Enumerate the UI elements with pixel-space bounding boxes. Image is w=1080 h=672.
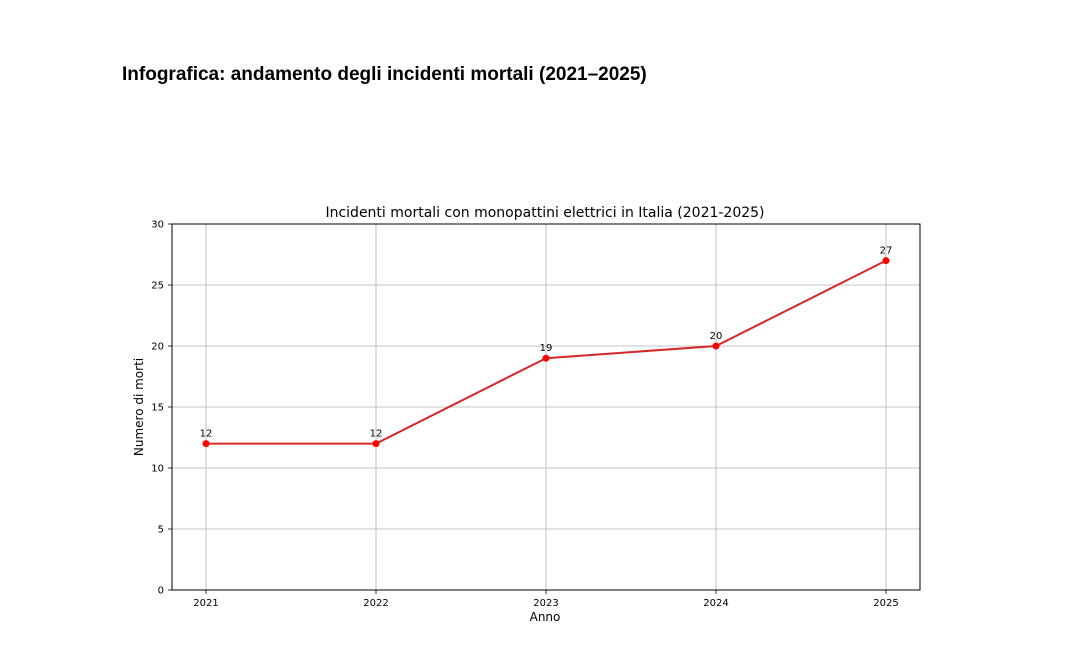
data-point	[542, 354, 550, 362]
y-tick-label: 5	[158, 525, 164, 536]
data-point	[202, 440, 210, 448]
data-point	[882, 257, 890, 265]
x-axis-label: Anno	[530, 610, 561, 624]
data-label: 20	[710, 331, 723, 342]
page-heading: Infografica: andamento degli incidenti m…	[122, 64, 647, 85]
x-tick-label: 2022	[363, 598, 388, 609]
data-point	[372, 440, 380, 448]
series	[202, 257, 890, 448]
data-label: 19	[540, 343, 553, 354]
y-tick-label: 15	[151, 403, 164, 414]
grid-lines	[172, 223, 920, 591]
y-tick-label: 0	[158, 586, 164, 597]
y-tick-label: 25	[151, 281, 164, 292]
y-tick-label: 30	[151, 220, 164, 231]
data-labels: 12 12 19 20 27	[200, 246, 893, 440]
x-tick-label: 2021	[193, 598, 218, 609]
data-label: 12	[370, 429, 383, 440]
data-label: 27	[880, 246, 893, 257]
x-tick-label: 2023	[533, 598, 558, 609]
axes	[168, 223, 921, 594]
x-tick-label: 2024	[703, 598, 728, 609]
data-label: 12	[200, 429, 213, 440]
data-point	[712, 342, 720, 350]
plot-frame	[171, 223, 921, 591]
y-tick-label: 10	[151, 464, 164, 475]
y-axis-label: Numero di morti	[132, 358, 146, 456]
x-tick-label: 2025	[873, 598, 898, 609]
chart-title: Incidenti mortali con monopattini elettr…	[325, 205, 764, 221]
y-tick-label: 20	[151, 342, 164, 353]
